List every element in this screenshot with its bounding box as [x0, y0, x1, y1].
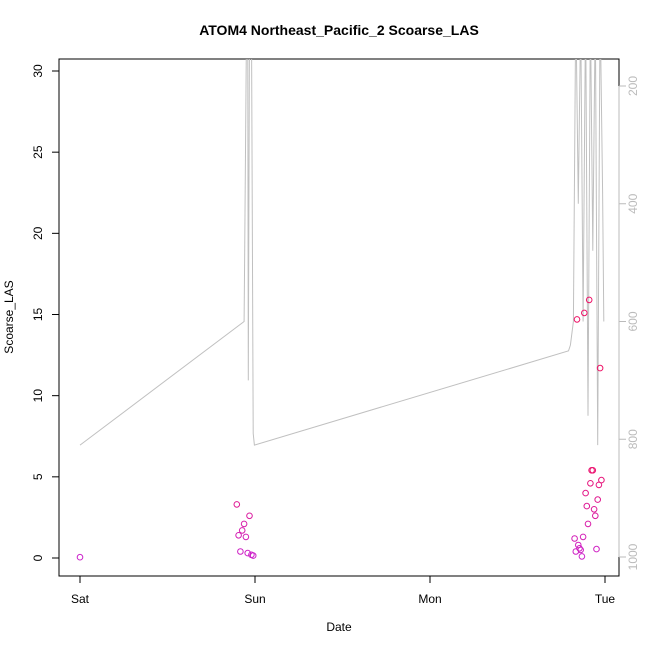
data-point	[233, 501, 241, 508]
data-point	[585, 296, 593, 304]
plot-area	[58, 58, 620, 577]
y-tick-label-right: 1000	[626, 543, 640, 570]
data-point	[590, 506, 598, 513]
data-point	[237, 548, 244, 555]
data-point	[240, 520, 248, 528]
data-point	[242, 533, 250, 541]
y-tick-label-left: 30	[31, 64, 45, 78]
data-point	[583, 502, 591, 510]
y-tick-label-right: 600	[626, 311, 640, 331]
x-axis-label: Date	[326, 620, 352, 634]
data-point	[589, 467, 597, 474]
data-point	[596, 364, 604, 372]
data-point	[582, 489, 589, 497]
y-axis-right: 200 400 600 800 1000	[618, 76, 640, 570]
depth-line	[79, 59, 605, 446]
y-tick-label-right: 800	[626, 429, 640, 449]
data-point	[598, 476, 605, 484]
y-axis-left: 0 5 10 15 20 25 30	[31, 64, 60, 561]
depth-line-layer	[79, 59, 605, 446]
x-tick-label: Tue	[595, 592, 616, 606]
data-point	[573, 316, 581, 323]
x-axis: Sat Sun Mon Tue	[71, 575, 616, 606]
data-point	[249, 552, 257, 559]
data-point	[238, 527, 246, 534]
x-tick-label: Sat	[71, 592, 90, 606]
y-tick-label-right: 200	[626, 76, 640, 96]
x-tick-label: Mon	[418, 592, 441, 606]
data-point	[584, 520, 592, 528]
data-point	[578, 553, 586, 560]
y-tick-label-left: 20	[31, 226, 45, 240]
data-point	[577, 546, 585, 554]
data-point	[244, 549, 251, 557]
x-tick-label: Sun	[244, 592, 265, 606]
y-tick-label-left: 10	[31, 389, 45, 403]
data-point	[592, 512, 599, 520]
data-point	[576, 545, 583, 552]
data-points-layer	[76, 296, 605, 561]
y-tick-label-left: 5	[31, 473, 45, 480]
data-point	[593, 545, 600, 553]
data-point	[579, 533, 587, 541]
data-point	[594, 496, 602, 503]
data-point	[246, 512, 253, 520]
y-tick-label-left: 25	[31, 145, 45, 159]
data-point	[587, 480, 594, 487]
data-point	[235, 532, 242, 539]
y-tick-label-left: 15	[31, 308, 45, 322]
y-tick-label-left: 0	[31, 554, 45, 561]
data-point	[76, 553, 84, 561]
data-point	[571, 535, 578, 542]
y-axis-label: Scoarse_LAS	[2, 280, 16, 353]
data-point	[581, 309, 588, 317]
chart-title: ATOM4 Northeast_Pacific_2 Scoarse_LAS	[199, 22, 479, 38]
y-tick-label-right: 400	[626, 193, 640, 213]
